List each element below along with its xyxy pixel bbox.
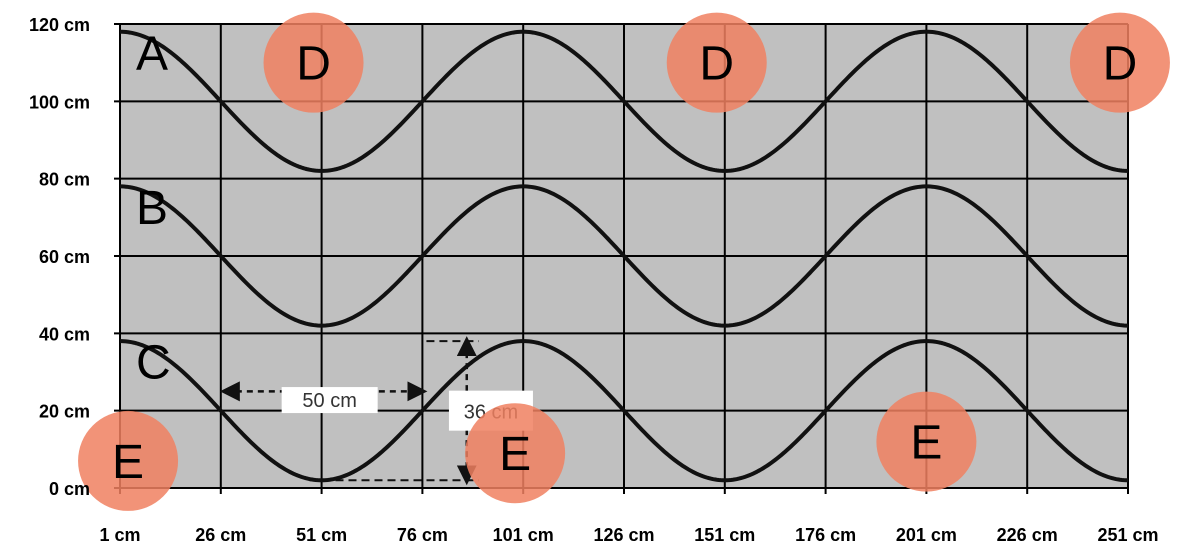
wave-line-b: [119, 184, 1129, 328]
marker-d: D: [666, 12, 767, 113]
marker-circle: [1069, 12, 1170, 113]
marker-label: E: [499, 428, 531, 481]
wave-curves: [119, 29, 1129, 483]
x-tick-label: 226 cm: [997, 525, 1058, 545]
marker-circle: [876, 391, 977, 492]
measure-label-box: [281, 387, 378, 414]
x-tick-label: 51 cm: [296, 525, 347, 545]
marker-circle: [666, 12, 767, 113]
curve-label-a: A: [136, 27, 168, 80]
marker-label: D: [699, 38, 734, 91]
x-tick-label: 251 cm: [1097, 525, 1158, 545]
x-axis-ticks: 1 cm 26 cm 51 cm 76 cm 101 cm 126 cm 151 cm 176…: [99, 525, 1158, 545]
x-tick-label: 76 cm: [397, 525, 448, 545]
y-tick-label: 80 cm: [39, 170, 90, 190]
curve-label-b: B: [136, 182, 168, 235]
wave-line-c: [119, 339, 1129, 483]
curve-label-c: C: [136, 337, 171, 390]
y-tick-label: 20 cm: [39, 402, 90, 422]
marker-e: E: [876, 391, 977, 492]
x-tick-label: 201 cm: [896, 525, 957, 545]
y-tick-label: 0 cm: [49, 479, 90, 499]
x-tick-label: 101 cm: [493, 525, 554, 545]
x-tick-label: 176 cm: [795, 525, 856, 545]
y-tick-label: 100 cm: [29, 92, 90, 112]
curve-labels: A B C: [136, 27, 171, 389]
y-tick-label: 120 cm: [29, 15, 90, 35]
y-tick-label: 40 cm: [39, 324, 90, 344]
marker-circle: [465, 403, 566, 504]
marker-label: D: [296, 38, 331, 91]
measure-label-50cm: 50 cm: [302, 390, 356, 412]
point-markers: D D D E E E: [78, 12, 1170, 511]
marker-label: E: [112, 436, 144, 489]
marker-e: E: [78, 410, 179, 511]
x-tick-label: 1 cm: [99, 525, 140, 545]
y-axis-ticks: 0 cm 20 cm 40 cm 60 cm 80 cm 100 cm 120 cm: [29, 15, 90, 499]
y-tick-label: 60 cm: [39, 247, 90, 267]
x-tick-label: 126 cm: [593, 525, 654, 545]
marker-e: E: [465, 403, 566, 504]
marker-label: D: [1103, 38, 1138, 91]
marker-circle: [78, 410, 179, 511]
marker-d: D: [1069, 12, 1170, 113]
x-tick-label: 151 cm: [694, 525, 755, 545]
x-tick-label: 26 cm: [195, 525, 246, 545]
marker-circle: [263, 12, 364, 113]
marker-d: D: [263, 12, 364, 113]
wave-line-a: [119, 29, 1129, 173]
marker-label: E: [910, 417, 942, 470]
